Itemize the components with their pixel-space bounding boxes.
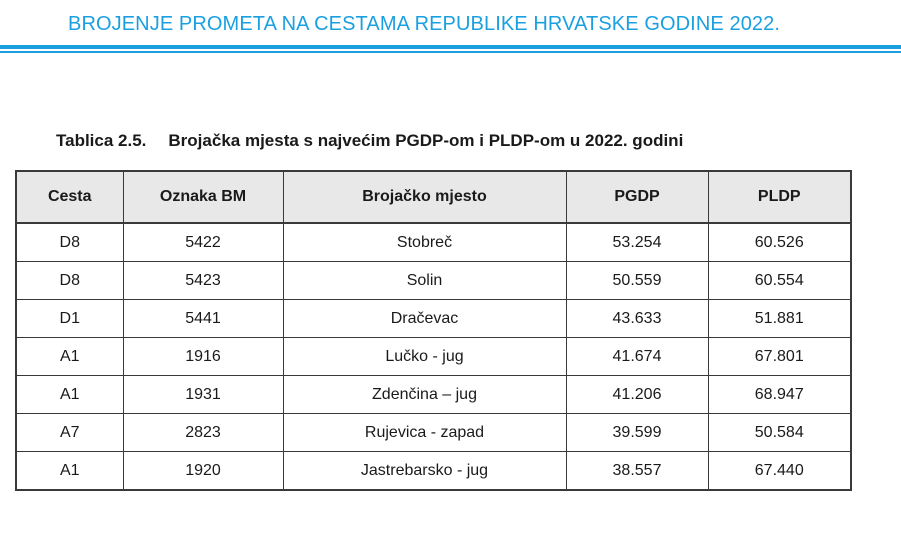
table-header: Cesta Oznaka BM Brojačko mjesto PGDP PLD… (15, 170, 852, 224)
cell-pldp: 68.947 (707, 375, 852, 414)
table-row: A1 1920 Jastrebarsko - jug 38.557 67.440 (15, 451, 852, 491)
cell-brojacko-mjesto: Rujevica - zapad (282, 413, 567, 452)
cell-pgdp: 50.559 (565, 261, 709, 300)
cell-oznaka-bm: 2823 (122, 413, 284, 452)
cell-oznaka-bm: 5423 (122, 261, 284, 300)
cell-pldp: 67.801 (707, 337, 852, 376)
cell-pldp: 67.440 (707, 451, 852, 491)
table-caption-text: Brojačka mjesta s najvećim PGDP-om i PLD… (168, 131, 684, 150)
cell-oznaka-bm: 1931 (122, 375, 284, 414)
cell-pgdp: 43.633 (565, 299, 709, 338)
cell-brojacko-mjesto: Stobreč (282, 222, 567, 262)
cell-oznaka-bm: 1916 (122, 337, 284, 376)
cell-cesta: A1 (15, 451, 124, 491)
document-title: BROJENJE PROMETA NA CESTAMA REPUBLIKE HR… (68, 13, 781, 35)
cell-pgdp: 39.599 (565, 413, 709, 452)
column-header-pldp: PLDP (707, 170, 852, 224)
column-header-oznaka-bm: Oznaka BM (122, 170, 284, 224)
table-body: D8 5422 Stobreč 53.254 60.526 D8 5423 So… (15, 222, 852, 491)
cell-pldp: 60.526 (707, 222, 852, 262)
cell-oznaka-bm: 5422 (122, 222, 284, 262)
cell-oznaka-bm: 1920 (122, 451, 284, 491)
cell-pldp: 50.584 (707, 413, 852, 452)
column-header-cesta: Cesta (15, 170, 124, 224)
table-row: D1 5441 Dračevac 43.633 51.881 (15, 299, 852, 338)
table-header-row: Cesta Oznaka BM Brojačko mjesto PGDP PLD… (15, 170, 852, 224)
cell-pldp: 51.881 (707, 299, 852, 338)
table-row: A7 2823 Rujevica - zapad 39.599 50.584 (15, 413, 852, 452)
table-row: A1 1931 Zdenčina – jug 41.206 68.947 (15, 375, 852, 414)
cell-pgdp: 41.206 (565, 375, 709, 414)
cell-brojacko-mjesto: Zdenčina – jug (282, 375, 567, 414)
column-header-brojacko-mjesto: Brojačko mjesto (282, 170, 567, 224)
cell-cesta: D8 (15, 261, 124, 300)
cell-pgdp: 53.254 (565, 222, 709, 262)
cell-cesta: D1 (15, 299, 124, 338)
cell-brojacko-mjesto: Lučko - jug (282, 337, 567, 376)
counting-stations-table: Cesta Oznaka BM Brojačko mjesto PGDP PLD… (15, 170, 852, 491)
table-row: A1 1916 Lučko - jug 41.674 67.801 (15, 337, 852, 376)
table-caption: Tablica 2.5. Brojačka mjesta s najvećim P… (56, 131, 683, 151)
header-rule-thick (0, 45, 901, 49)
cell-cesta: D8 (15, 222, 124, 262)
cell-brojacko-mjesto: Solin (282, 261, 567, 300)
table-caption-number: Tablica 2.5. (56, 131, 147, 150)
table-row: D8 5423 Solin 50.559 60.554 (15, 261, 852, 300)
cell-oznaka-bm: 5441 (122, 299, 284, 338)
document-header: BROJENJE PROMETA NA CESTAMA REPUBLIKE HR… (0, 0, 901, 56)
cell-pgdp: 41.674 (565, 337, 709, 376)
cell-cesta: A7 (15, 413, 124, 452)
cell-brojacko-mjesto: Dračevac (282, 299, 567, 338)
cell-pldp: 60.554 (707, 261, 852, 300)
cell-cesta: A1 (15, 375, 124, 414)
table-row: D8 5422 Stobreč 53.254 60.526 (15, 222, 852, 262)
cell-pgdp: 38.557 (565, 451, 709, 491)
header-rule-thin (0, 51, 901, 53)
cell-cesta: A1 (15, 337, 124, 376)
column-header-pgdp: PGDP (565, 170, 709, 224)
cell-brojacko-mjesto: Jastrebarsko - jug (282, 451, 567, 491)
